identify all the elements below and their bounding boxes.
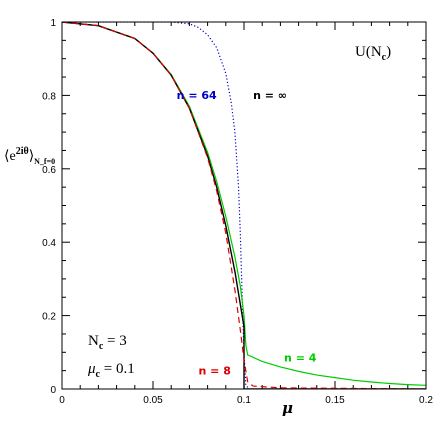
x-tick-label: 0.05 bbox=[143, 395, 163, 406]
group-label: U(Nc) bbox=[355, 44, 391, 63]
series-line-n-64 bbox=[62, 22, 250, 389]
y-axis-label-subscript: N_f=0 bbox=[34, 157, 55, 166]
annotation-label: n = 64 bbox=[177, 89, 217, 102]
x-tick-label: 0.15 bbox=[325, 395, 345, 406]
param-nc: Nc = 3 bbox=[88, 333, 127, 352]
x-tick-label: 0.1 bbox=[237, 395, 251, 406]
curve-annotations: n = 64 n = ∞ n = 4 n = 8 bbox=[177, 89, 317, 377]
x-tick-label: 0.2 bbox=[419, 395, 433, 406]
annotation-label: n = ∞ bbox=[253, 89, 287, 102]
series-line-n-8 bbox=[62, 22, 426, 389]
y-axis-label: ⟨e2iθ⟩N_f=0 bbox=[4, 146, 55, 166]
y-tick-label: 0.2 bbox=[42, 312, 56, 323]
y-tick-label: 0.4 bbox=[42, 238, 56, 249]
y-axis-label-exponent: 2iθ bbox=[16, 146, 29, 157]
x-axis-label: μ bbox=[282, 399, 293, 417]
y-tick-label: 0 bbox=[50, 385, 56, 396]
series-lines bbox=[62, 22, 426, 389]
plot-frame bbox=[61, 21, 427, 390]
param-mu-c: μc = 0.1 bbox=[87, 361, 135, 380]
y-tick-label: 0.8 bbox=[42, 91, 56, 102]
annotation-label: n = 4 bbox=[284, 351, 317, 364]
y-tick-label: 1 bbox=[50, 18, 56, 29]
annotation-label: n = 8 bbox=[199, 364, 231, 377]
y-tick-label: 0.6 bbox=[42, 165, 56, 176]
x-tick-label: 0 bbox=[59, 395, 65, 406]
